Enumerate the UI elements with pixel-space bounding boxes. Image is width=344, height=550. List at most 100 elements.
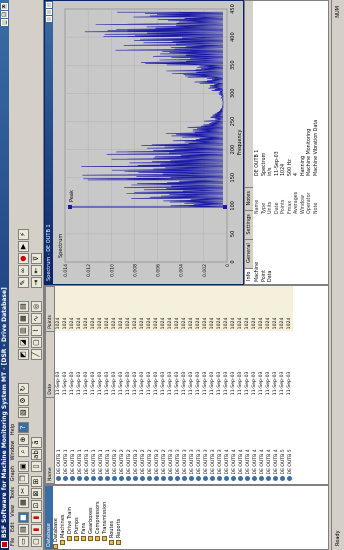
table-row[interactable]: DE OUTB 4 11-Sep-03 1024: [272, 286, 279, 484]
maximize-button[interactable]: □: [1, 11, 8, 18]
minimize-button[interactable]: _: [1, 19, 8, 26]
spectrum-icon[interactable]: ⌇: [31, 325, 42, 336]
export-icon[interactable]: ⇥: [31, 277, 42, 288]
table-row[interactable]: DE OUTB 4 11-Sep-03 1024: [258, 286, 265, 484]
text-icon[interactable]: ab: [31, 449, 42, 460]
options-icon[interactable]: ⚙: [18, 395, 29, 406]
label-icon[interactable]: ā: [31, 437, 42, 448]
graph-close-button[interactable]: [46, 2, 52, 8]
menu-edit[interactable]: Edit: [10, 522, 16, 533]
box-icon[interactable]: ▢: [31, 337, 42, 348]
chart-icon[interactable]: ◩: [18, 349, 29, 360]
table-row[interactable]: DE OUTB 1 11-Sep-03 1024: [54, 286, 62, 484]
refresh-icon[interactable]: ↻: [18, 383, 29, 394]
waveform-icon[interactable]: ∿: [31, 313, 42, 324]
save-icon[interactable]: ■: [18, 512, 29, 523]
menu-file[interactable]: File: [10, 537, 16, 546]
table-row[interactable]: DE OUTB 2 11-Sep-03 1024: [132, 286, 139, 484]
table-row[interactable]: DE OUTB 2 11-Sep-03 1024: [139, 286, 146, 484]
table-row[interactable]: DE OUTB 3 11-Sep-03 1024: [216, 286, 223, 484]
stack-icon[interactable]: ▤: [18, 301, 29, 312]
copy-icon[interactable]: ❐: [18, 473, 29, 484]
table-row[interactable]: DE OUTB 3 11-Sep-03 1024: [181, 286, 188, 484]
spectrum-plot[interactable]: 0 50 100 150 200 250 300 350 400 450 0 0.002 0.004 0.…: [53, 1, 243, 284]
column-header-date[interactable]: Date: [45, 331, 55, 398]
table-row[interactable]: DE OUTB 2 11-Sep-03 1024: [146, 286, 153, 484]
filter-icon[interactable]: ⊽: [31, 253, 42, 264]
table-row[interactable]: DE OUTB 1 11-Sep-03 1024: [62, 286, 69, 484]
table-row[interactable]: DE OUTB 1 11-Sep-03 1024: [83, 286, 90, 484]
table-row[interactable]: DE OUTB 1 11-Sep-03 1024: [90, 286, 97, 484]
graph-maximize-button[interactable]: [46, 9, 52, 15]
tree-item[interactable]: Pumps: [74, 486, 81, 549]
table-row[interactable]: DE OUTB 3 11-Sep-03 1024: [167, 286, 174, 484]
table-row[interactable]: DE OUTB 1 11-Sep-03 1024: [104, 286, 111, 484]
table-row[interactable]: DE OUTB 3 11-Sep-03 1024: [174, 286, 181, 484]
table-row[interactable]: DE OUTB 4 11-Sep-03 1024: [223, 286, 230, 484]
table-row[interactable]: DE OUTB 3 11-Sep-03 1024: [195, 286, 202, 484]
tree-item[interactable]: Database: [53, 486, 60, 549]
help-icon[interactable]: ?: [18, 422, 29, 433]
trend-chart-icon[interactable]: ⊠: [31, 488, 42, 499]
table-row[interactable]: DE OUTB 5 11-Sep-03 1024: [279, 286, 286, 484]
menu-graph[interactable]: Graph: [10, 466, 16, 482]
menu-view[interactable]: View: [10, 504, 16, 517]
red-marker-2-icon[interactable]: ▮: [31, 512, 42, 523]
table-row[interactable]: DE OUTB 3 11-Sep-03 1024: [188, 286, 195, 484]
table-row[interactable]: DE OUTB 1 11-Sep-03 1024: [69, 286, 76, 484]
new-file-icon[interactable]: ▭: [18, 536, 29, 547]
tab-settings[interactable]: Settings: [245, 210, 253, 238]
stop-icon[interactable]: ●: [18, 253, 29, 264]
bolt-icon[interactable]: ⚡: [18, 229, 29, 240]
tree-item[interactable]: Fans: [81, 486, 88, 549]
bar-chart-icon[interactable]: ▯: [31, 461, 42, 472]
table-row[interactable]: DE OUTB 2 11-Sep-03 1024: [153, 286, 160, 484]
table-row[interactable]: DE OUTB 2 11-Sep-03 1024: [118, 286, 125, 484]
tree-item[interactable]: Gearboxes: [88, 486, 95, 549]
tree-item[interactable]: Machines: [60, 486, 67, 549]
graph-minimize-button[interactable]: [46, 16, 52, 22]
browse-icon[interactable]: ▧: [18, 407, 29, 418]
column-header-name[interactable]: Name: [45, 397, 55, 484]
cut-icon[interactable]: ✂: [18, 485, 29, 496]
close-button[interactable]: x: [1, 3, 8, 10]
paste-icon[interactable]: ▣: [18, 461, 29, 472]
tree-item[interactable]: Routes: [109, 486, 116, 549]
table-row[interactable]: DE OUTB 4 11-Sep-03 1024: [251, 286, 258, 484]
table-row[interactable]: DE OUTB 4 11-Sep-03 1024: [244, 286, 251, 484]
table-row[interactable]: DE OUTB 5 11-Sep-03 1024: [286, 286, 293, 484]
import-icon[interactable]: ⇤: [31, 265, 42, 276]
table-row[interactable]: DE OUTB 2 11-Sep-03 1024: [125, 286, 132, 484]
tab-general[interactable]: General: [245, 239, 253, 266]
zoom-icon[interactable]: ⊕: [18, 434, 29, 445]
link-icon[interactable]: ∞: [18, 265, 29, 276]
tab-notes[interactable]: Notes: [245, 187, 253, 209]
open-icon[interactable]: ▤: [18, 524, 29, 535]
plot-area[interactable]: 0 50 100 150 200 250 300 350 400 450 0 0.002 0.004 0.…: [53, 1, 243, 284]
window-icon[interactable]: ▢: [31, 536, 42, 547]
table-row[interactable]: DE OUTB 2 11-Sep-03 1024: [160, 286, 167, 484]
menu-tools[interactable]: Tools: [10, 486, 16, 500]
tree-item[interactable]: Reports: [116, 486, 123, 549]
table-row[interactable]: DE OUTB 1 11-Sep-03 1024: [97, 286, 104, 484]
menu-help[interactable]: Help: [10, 423, 16, 436]
table-row[interactable]: DE OUTB 4 11-Sep-03 1024: [237, 286, 244, 484]
table-row[interactable]: DE OUTB 1 11-Sep-03 1024: [76, 286, 83, 484]
menu-window[interactable]: Window: [10, 440, 16, 461]
find-icon[interactable]: ⌕: [18, 446, 29, 457]
tree-item[interactable]: Compressors: [95, 486, 102, 549]
grid-icon[interactable]: ▦: [18, 313, 29, 324]
tree-node[interactable]: Data: [268, 270, 273, 282]
line-chart-icon[interactable]: ╱: [31, 349, 42, 360]
print-icon[interactable]: ▦: [18, 497, 29, 508]
table-icon[interactable]: ▥: [18, 325, 29, 336]
cursor-box-icon[interactable]: ⊡: [31, 500, 42, 511]
table-row[interactable]: DE OUTB 4 11-Sep-03 1024: [265, 286, 272, 484]
column-header-points[interactable]: Points: [45, 286, 55, 332]
table-row[interactable]: DE OUTB 2 11-Sep-03 1024: [111, 286, 118, 484]
orbit-icon[interactable]: ◎: [31, 301, 42, 312]
expand-icon[interactable]: ⊞: [31, 476, 42, 487]
tree-item[interactable]: Drive Train: [67, 486, 74, 549]
play-icon[interactable]: ▶: [18, 241, 29, 252]
tab-info[interactable]: Info: [245, 267, 253, 284]
